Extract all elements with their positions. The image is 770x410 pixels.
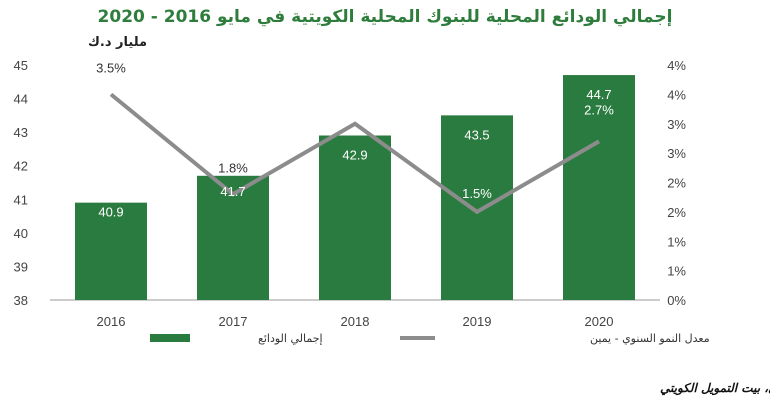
growth-line-series [109, 92, 601, 215]
left-axis-tick-label: 39 [14, 259, 28, 274]
left-axis-tick-label: 41 [14, 192, 28, 207]
growth-line [109, 92, 601, 215]
line-value-label: 2.7% [584, 102, 614, 117]
bar-value-labels: 40.9 41.7 42.9 43.5 44.7 [98, 87, 611, 220]
left-axis-tick-label: 42 [14, 159, 28, 174]
right-axis: 0% 1% 1% 2% 2% 3% 3% 4% 4% [667, 58, 686, 308]
bar-value-label: 41.7 [220, 184, 245, 199]
chart-title: إجمالي الودائع المحلية للبنوك المحلية ال… [98, 7, 673, 27]
right-axis-tick-label: 1% [667, 264, 686, 279]
left-axis-tick-label: 40 [14, 226, 28, 241]
left-axis-tick-label: 43 [14, 125, 28, 140]
bar-value-label: 44.7 [586, 87, 611, 102]
left-axis-tick-label: 45 [14, 58, 28, 73]
unit-label: مليار د.ك [88, 35, 147, 50]
right-axis-tick-label: 1% [667, 234, 686, 249]
right-axis-tick-label: 3% [667, 117, 686, 132]
line-value-label: 1.8% [218, 160, 248, 175]
bar-value-label: 43.5 [464, 127, 489, 142]
x-axis-tick-label: 2016 [97, 314, 126, 329]
legend-line-label: معدل النمو السنوي - يمين [590, 332, 710, 345]
left-axis: 38 39 40 41 42 43 44 45 [14, 58, 28, 308]
x-axis-tick-label: 2018 [341, 314, 370, 329]
x-axis-tick-label: 2020 [585, 314, 614, 329]
x-axis-tick-label: 2019 [463, 314, 492, 329]
left-axis-tick-label: 38 [14, 293, 28, 308]
line-value-label: 3.5% [96, 60, 126, 75]
line-value-labels: 3.5% 1.8% 3.0% 1.5% 2.7% [96, 60, 614, 201]
bar [319, 135, 391, 300]
right-axis-tick-label: 0% [667, 293, 686, 308]
x-axis-ticks: 2016 2017 2018 2019 2020 [97, 314, 614, 329]
bar-value-label: 42.9 [342, 148, 367, 163]
right-axis-tick-label: 2% [667, 205, 686, 220]
legend: إجمالي الودائع معدل النمو السنوي - يمين [150, 332, 710, 345]
right-axis-tick-label: 3% [667, 146, 686, 161]
right-axis-tick-label: 4% [667, 58, 686, 73]
x-axis-tick-label: 2017 [219, 314, 248, 329]
source-note: بنك الكويت المركزي، بيت التمويل الكويتي [660, 381, 770, 396]
bar-value-label: 40.9 [98, 205, 123, 220]
bar [563, 75, 635, 300]
line-value-label: 3.0% [340, 95, 370, 110]
right-axis-tick-label: 2% [667, 176, 686, 191]
bar [75, 202, 147, 300]
legend-bar-swatch [150, 334, 190, 342]
left-axis-tick-label: 44 [14, 92, 28, 107]
bar [441, 115, 513, 300]
right-axis-tick-label: 4% [667, 87, 686, 102]
line-value-label: 1.5% [462, 186, 492, 201]
legend-bar-label: إجمالي الودائع [258, 332, 323, 345]
